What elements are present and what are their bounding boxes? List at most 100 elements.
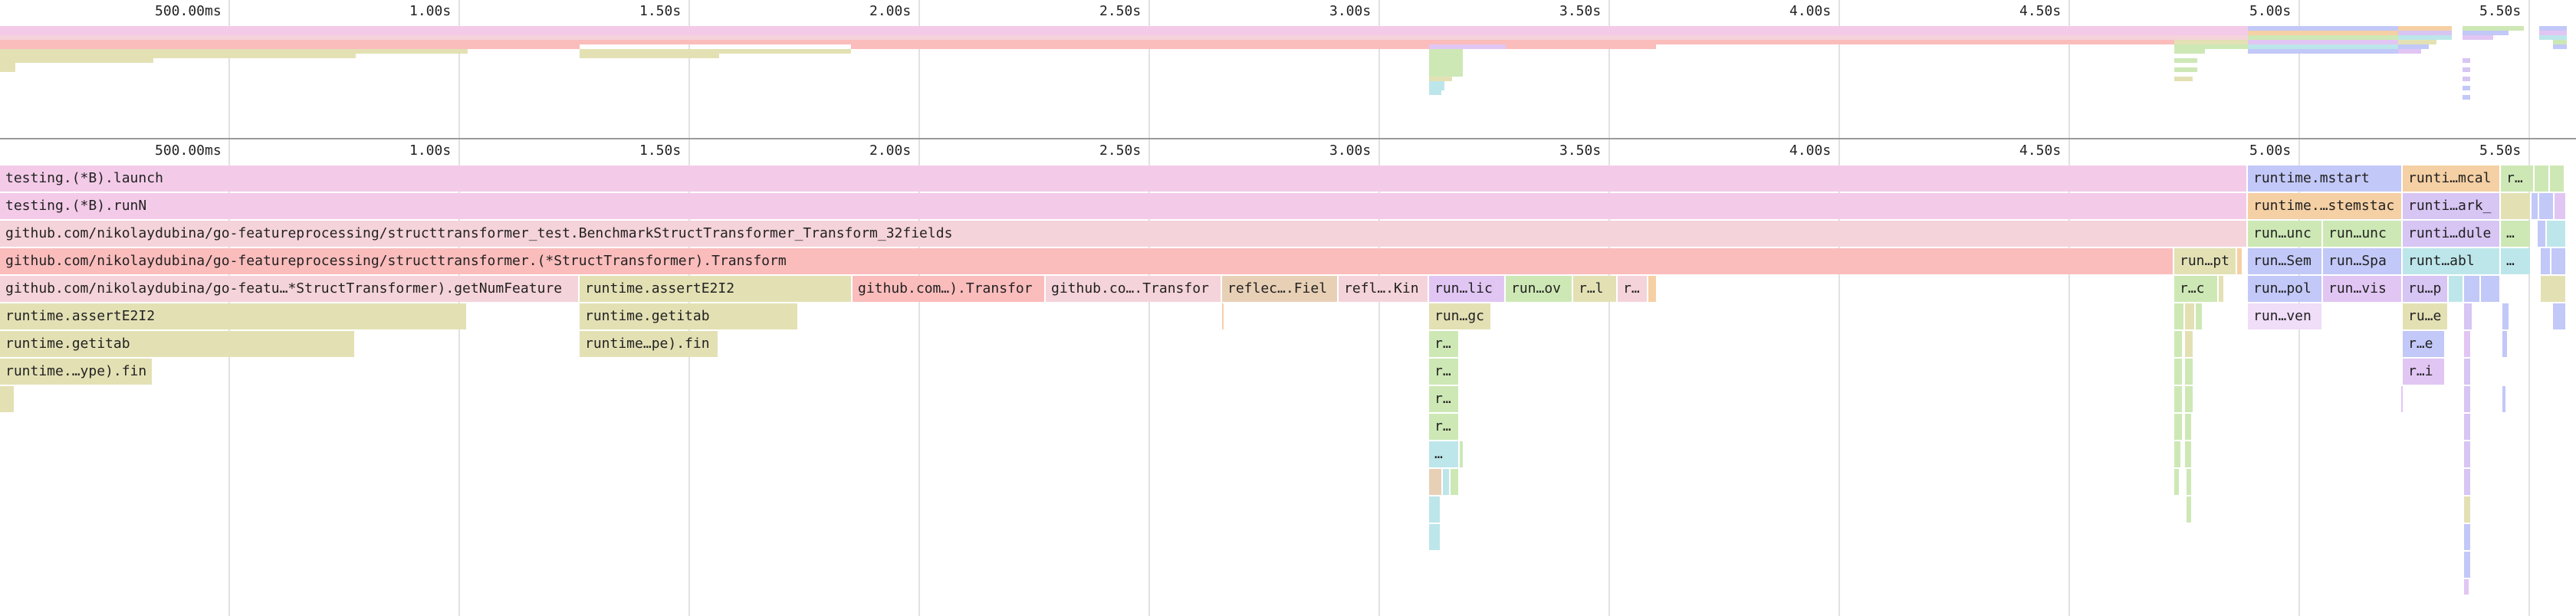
- frame-testing-launch[interactable]: testing.(*B).launch: [0, 165, 2248, 192]
- frame-small[interactable]: [2464, 359, 2472, 385]
- frame-small[interactable]: [2502, 386, 2507, 412]
- frame-small[interactable]: [2449, 276, 2464, 302]
- frame-small[interactable]: [2464, 579, 2470, 595]
- frame-runtime-abl[interactable]: runt…abl: [2403, 248, 2501, 274]
- frame-runtime-lic[interactable]: run…lic: [1429, 276, 1506, 302]
- frame-runtime-e2[interactable]: r…e: [2403, 331, 2446, 357]
- frame-small[interactable]: [2550, 165, 2565, 192]
- frame-small[interactable]: [2187, 496, 2193, 523]
- frame-small[interactable]: [1429, 524, 1441, 550]
- frame-small[interactable]: [1460, 441, 1464, 467]
- frame-ellipsis[interactable]: …: [2501, 221, 2532, 247]
- frame-small[interactable]: [2464, 524, 2472, 550]
- frame-runtime-e[interactable]: ru…e: [2403, 303, 2449, 329]
- frame-small[interactable]: [2551, 248, 2567, 274]
- frame-ellipsis[interactable]: …: [1429, 441, 1460, 467]
- frame-runtime-getitab[interactable]: runtime.getitab: [0, 331, 356, 357]
- frame-small[interactable]: [2237, 248, 2243, 274]
- frame-runtime-gc[interactable]: run…gc: [1429, 303, 1492, 329]
- frame-runtime-c[interactable]: r…c: [2174, 276, 2219, 302]
- frame-small[interactable]: [1222, 303, 1225, 329]
- frame-small[interactable]: [2502, 331, 2509, 357]
- frame-transform-2[interactable]: github.co….Transfor: [1046, 276, 1222, 302]
- frame-benchmark[interactable]: github.com/nikolaydubina/go-featureproce…: [0, 221, 2248, 247]
- frame-small[interactable]: [2535, 165, 2550, 192]
- frame-small[interactable]: [2196, 303, 2203, 329]
- frame-runtime-assertE2I2[interactable]: runtime.assertE2I2: [0, 303, 468, 329]
- frame-runtime-r[interactable]: r…: [1429, 331, 1460, 357]
- frame-runtime-mstart[interactable]: runtime.mstart: [2248, 165, 2403, 192]
- frame-small[interactable]: [2555, 193, 2567, 219]
- frame-runtime-short[interactable]: r…: [2501, 165, 2535, 192]
- frame-runtime-ov[interactable]: run…ov: [1506, 276, 1573, 302]
- frame-small[interactable]: [2185, 303, 2196, 329]
- frame-small[interactable]: [2464, 496, 2472, 523]
- frame-reflect-field[interactable]: reflec….Fiel: [1222, 276, 1339, 302]
- frame-runtime-ven[interactable]: run…ven: [2248, 303, 2323, 329]
- frame-small[interactable]: [1451, 469, 1460, 495]
- frame-small[interactable]: [2464, 552, 2472, 578]
- frame-runtime-l[interactable]: r…l: [1573, 276, 1618, 302]
- frame-small[interactable]: [2464, 414, 2472, 440]
- frame-ellipsis[interactable]: …: [2501, 248, 2532, 274]
- frame-small[interactable]: [2174, 359, 2183, 385]
- frame-small[interactable]: [2185, 359, 2194, 385]
- frame-runtime-r[interactable]: r…: [1429, 414, 1460, 440]
- frame-small[interactable]: [2464, 469, 2472, 495]
- frame-runtime-r[interactable]: r…: [1429, 359, 1460, 385]
- frame-small[interactable]: [2185, 441, 2193, 467]
- frame-small[interactable]: [2174, 469, 2180, 495]
- frame-small[interactable]: [2185, 386, 2194, 412]
- frame-small[interactable]: [2538, 221, 2547, 247]
- frame-small[interactable]: [2502, 303, 2510, 329]
- frame-small[interactable]: [2541, 248, 2551, 274]
- frame-runtime-fin[interactable]: runtime…pe).fin: [580, 331, 719, 357]
- frame-runtime-park[interactable]: runti…ark_: [2403, 193, 2501, 219]
- frame-small[interactable]: [2464, 441, 2472, 467]
- frame-testing-runN[interactable]: testing.(*B).runN: [0, 193, 2248, 219]
- frame-small[interactable]: [2174, 386, 2183, 412]
- frame-small[interactable]: [2464, 276, 2481, 302]
- frame-small[interactable]: [2174, 414, 2183, 440]
- frame-runtime-getitab[interactable]: runtime.getitab: [580, 303, 799, 329]
- frame-runtime-i[interactable]: r…i: [2403, 359, 2446, 385]
- frame-small[interactable]: [2174, 303, 2185, 329]
- pane-separator[interactable]: [0, 138, 2576, 139]
- frame-small[interactable]: [2401, 386, 2404, 412]
- frame-runtime-mcall[interactable]: runti…mcal: [2403, 165, 2501, 192]
- frame-small[interactable]: [2464, 331, 2472, 357]
- flamegraph-main[interactable]: testing.(*B).launch runtime.mstart runti…: [0, 165, 2576, 616]
- frame-runtime-pol[interactable]: run…pol: [2248, 276, 2323, 302]
- frame-runtime-assertE2I2[interactable]: runtime.assertE2I2: [580, 276, 853, 302]
- frame-small[interactable]: [2547, 221, 2567, 247]
- frame-small[interactable]: [2185, 331, 2194, 357]
- frame-small[interactable]: [1429, 496, 1441, 523]
- frame-runtime-schedule[interactable]: runti…dule: [2403, 221, 2501, 247]
- frame-small[interactable]: [2532, 193, 2539, 219]
- frame-reflect-kind[interactable]: refl….Kin: [1339, 276, 1429, 302]
- frame-small[interactable]: [2553, 303, 2567, 329]
- frame-small[interactable]: [1443, 469, 1451, 495]
- frame-runtime-systemstack[interactable]: runtime.…stemstac: [2248, 193, 2403, 219]
- frame-small[interactable]: [2174, 441, 2182, 467]
- flamegraph-minimap[interactable]: [0, 26, 2576, 138]
- frame-runtime-p[interactable]: ru…p: [2403, 276, 2449, 302]
- frame-small[interactable]: [0, 386, 15, 412]
- frame-small[interactable]: [2174, 331, 2183, 357]
- frame-runtime-r[interactable]: r…: [1429, 386, 1460, 412]
- frame-runtime-spa[interactable]: run…Spa: [2323, 248, 2403, 274]
- frame-runtime-pt[interactable]: run…pt: [2174, 248, 2237, 274]
- frame-small[interactable]: [1429, 469, 1443, 495]
- frame-small[interactable]: [2481, 276, 2501, 302]
- frame-small[interactable]: [2464, 386, 2472, 412]
- frame-small[interactable]: [1648, 276, 1658, 302]
- frame-transform-1[interactable]: github.com…).Transfor: [853, 276, 1046, 302]
- frame-runtime-func-2[interactable]: run…unc: [2323, 221, 2403, 247]
- frame-small[interactable]: [2464, 303, 2473, 329]
- frame-small[interactable]: [2501, 193, 2532, 219]
- frame-runtime-vis[interactable]: run…vis: [2323, 276, 2403, 302]
- frame-runtime-func-1[interactable]: run…unc: [2248, 221, 2323, 247]
- frame-runtime-typefin[interactable]: runtime.…ype).fin: [0, 359, 153, 385]
- frame-runtime-sem[interactable]: run…Sem: [2248, 248, 2323, 274]
- frame-small[interactable]: [2185, 414, 2193, 440]
